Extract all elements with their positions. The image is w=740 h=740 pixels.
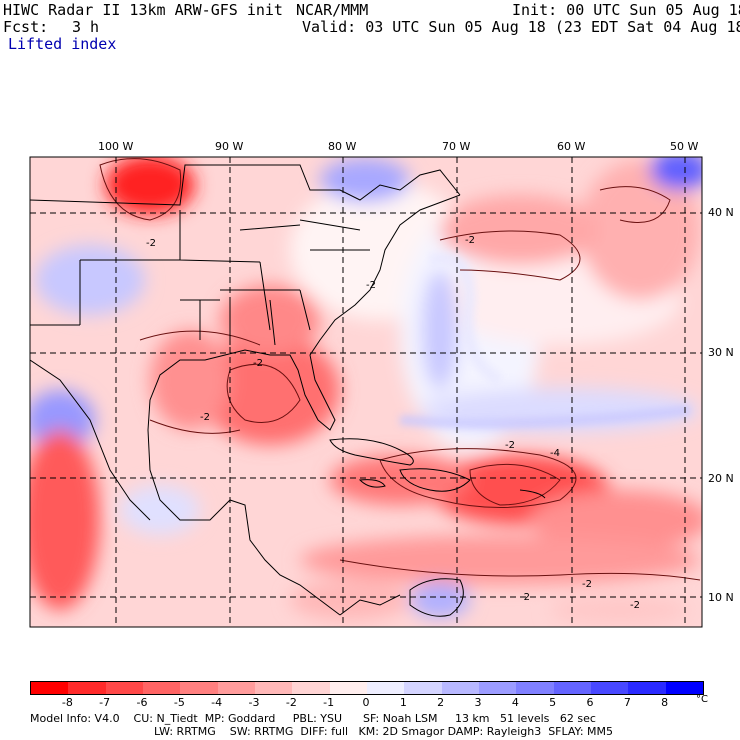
colorbar-tick-label: 3: [474, 696, 482, 709]
field-shading: [30, 157, 702, 625]
model-info-line1: Model Info: V4.0 CU: N_Tiedt MP: Goddard…: [30, 712, 596, 725]
colorbar-swatch: [628, 682, 666, 694]
contour-label: -2: [505, 440, 515, 451]
colorbar-swatch: [329, 682, 367, 694]
valid-time: Valid: 03 UTC Sun 05 Aug 18 (23 EDT Sat …: [302, 18, 740, 36]
colorbar-swatch: [68, 682, 106, 694]
contour-label: -2: [200, 412, 210, 423]
fcst-value: 3 h: [72, 18, 100, 36]
colorbar-tick-label: 8: [661, 696, 669, 709]
colorbar-tick-label: -3: [248, 696, 260, 709]
coastlines: [30, 164, 546, 617]
model-info-line2: LW: RRTMG SW: RRTMG DIFF: full KM: 2D Sm…: [154, 725, 614, 738]
colorbar-swatch: [665, 682, 703, 694]
lon-label: 90 W: [215, 140, 244, 153]
lon-label: 100 W: [98, 140, 134, 153]
colorbar-tick-label: 5: [549, 696, 557, 709]
lon-label: 80 W: [328, 140, 357, 153]
colorbar-tick-label: 7: [623, 696, 631, 709]
colorbar-swatch: [366, 682, 405, 694]
lon-label: 60 W: [557, 140, 586, 153]
colorbar-unit: °C: [696, 694, 708, 705]
colorbar-tick-label: -4: [211, 696, 223, 709]
lat-label: 10 N: [708, 591, 734, 604]
colorbar-swatch: [180, 682, 218, 694]
colorbar-swatch: [292, 682, 330, 694]
colorbar-tick-label: -6: [136, 696, 148, 709]
contour-label: -2: [253, 358, 263, 369]
colorbar-tick-label: 0: [362, 696, 370, 709]
model-title: HIWC Radar II 13km ARW-GFS init: [3, 1, 283, 19]
colorbar-tick-label: -2: [285, 696, 297, 709]
colorbar-swatch: [105, 682, 143, 694]
lat-lon-grid: [30, 157, 702, 627]
colorbar-swatch: [590, 682, 629, 694]
contour-label: -2: [146, 238, 156, 249]
colorbar-swatch: [516, 682, 554, 694]
colorbar-tick-label: 4: [511, 696, 519, 709]
colorbar-swatch: [404, 682, 442, 694]
colorbar-tick-label: 1: [399, 696, 407, 709]
contour-label: -2: [582, 579, 592, 590]
lon-label: 70 W: [442, 140, 471, 153]
colorbar-tick-label: -8: [61, 696, 73, 709]
contour-label: -4: [550, 448, 560, 459]
colorbar-swatch: [217, 682, 255, 694]
field-name: Lifted index: [8, 35, 117, 53]
colorbar-swatch: [254, 682, 293, 694]
contour-label: -2: [366, 280, 376, 291]
colorbar: [30, 681, 704, 695]
org-label: NCAR/MMM: [296, 1, 369, 19]
colorbar-swatch: [31, 682, 69, 694]
colorbar-tick-label: -5: [173, 696, 185, 709]
colorbar-swatch: [553, 682, 591, 694]
lat-label: 40 N: [708, 206, 734, 219]
lon-label: 50 W: [670, 140, 699, 153]
map-frame: [29, 156, 703, 628]
lat-label: 20 N: [708, 472, 734, 485]
colorbar-swatch: [441, 682, 479, 694]
fcst-label: Fcst:: [3, 18, 49, 36]
colorbar-swatch: [142, 682, 181, 694]
lifted-index-map: -2 -2 -2 -2 -4 -2 -2 -2 -2 -2: [29, 156, 703, 628]
colorbar-swatch: [478, 682, 517, 694]
contour-label: -2: [520, 592, 530, 603]
contour-label-group: -2 -2 -2 -2 -4 -2 -2 -2 -2 -2: [146, 235, 640, 611]
init-time: Init: 00 UTC Sun 05 Aug 18: [512, 1, 740, 19]
colorbar-tick-label: 2: [437, 696, 445, 709]
colorbar-tick-label: 6: [586, 696, 594, 709]
colorbar-tick-label: -1: [323, 696, 335, 709]
contour-label: -2: [465, 235, 475, 246]
contour-label: -2: [630, 600, 640, 611]
colorbar-tick-label: -7: [99, 696, 111, 709]
lat-label: 30 N: [708, 346, 734, 359]
